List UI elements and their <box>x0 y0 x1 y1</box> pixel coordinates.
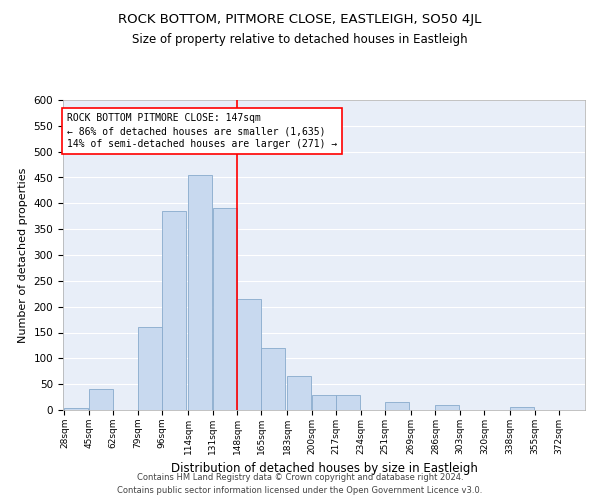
Bar <box>212 208 236 410</box>
Bar <box>336 394 360 410</box>
Bar <box>64 408 88 410</box>
Bar <box>188 175 212 410</box>
Bar <box>510 408 534 410</box>
Text: ROCK BOTTOM, PITMORE CLOSE, EASTLEIGH, SO50 4JL: ROCK BOTTOM, PITMORE CLOSE, EASTLEIGH, S… <box>118 12 482 26</box>
Bar <box>89 390 113 410</box>
Bar <box>237 299 261 410</box>
Bar <box>262 348 286 410</box>
Text: Contains HM Land Registry data © Crown copyright and database right 2024.
Contai: Contains HM Land Registry data © Crown c… <box>118 474 482 495</box>
Bar <box>312 394 336 410</box>
Text: ROCK BOTTOM PITMORE CLOSE: 147sqm
← 86% of detached houses are smaller (1,635)
1: ROCK BOTTOM PITMORE CLOSE: 147sqm ← 86% … <box>67 113 338 150</box>
Text: Size of property relative to detached houses in Eastleigh: Size of property relative to detached ho… <box>132 32 468 46</box>
Bar <box>385 402 409 410</box>
X-axis label: Distribution of detached houses by size in Eastleigh: Distribution of detached houses by size … <box>170 462 478 475</box>
Bar <box>138 328 162 410</box>
Y-axis label: Number of detached properties: Number of detached properties <box>18 168 28 342</box>
Bar <box>287 376 311 410</box>
Bar <box>436 405 460 410</box>
Bar <box>162 211 186 410</box>
